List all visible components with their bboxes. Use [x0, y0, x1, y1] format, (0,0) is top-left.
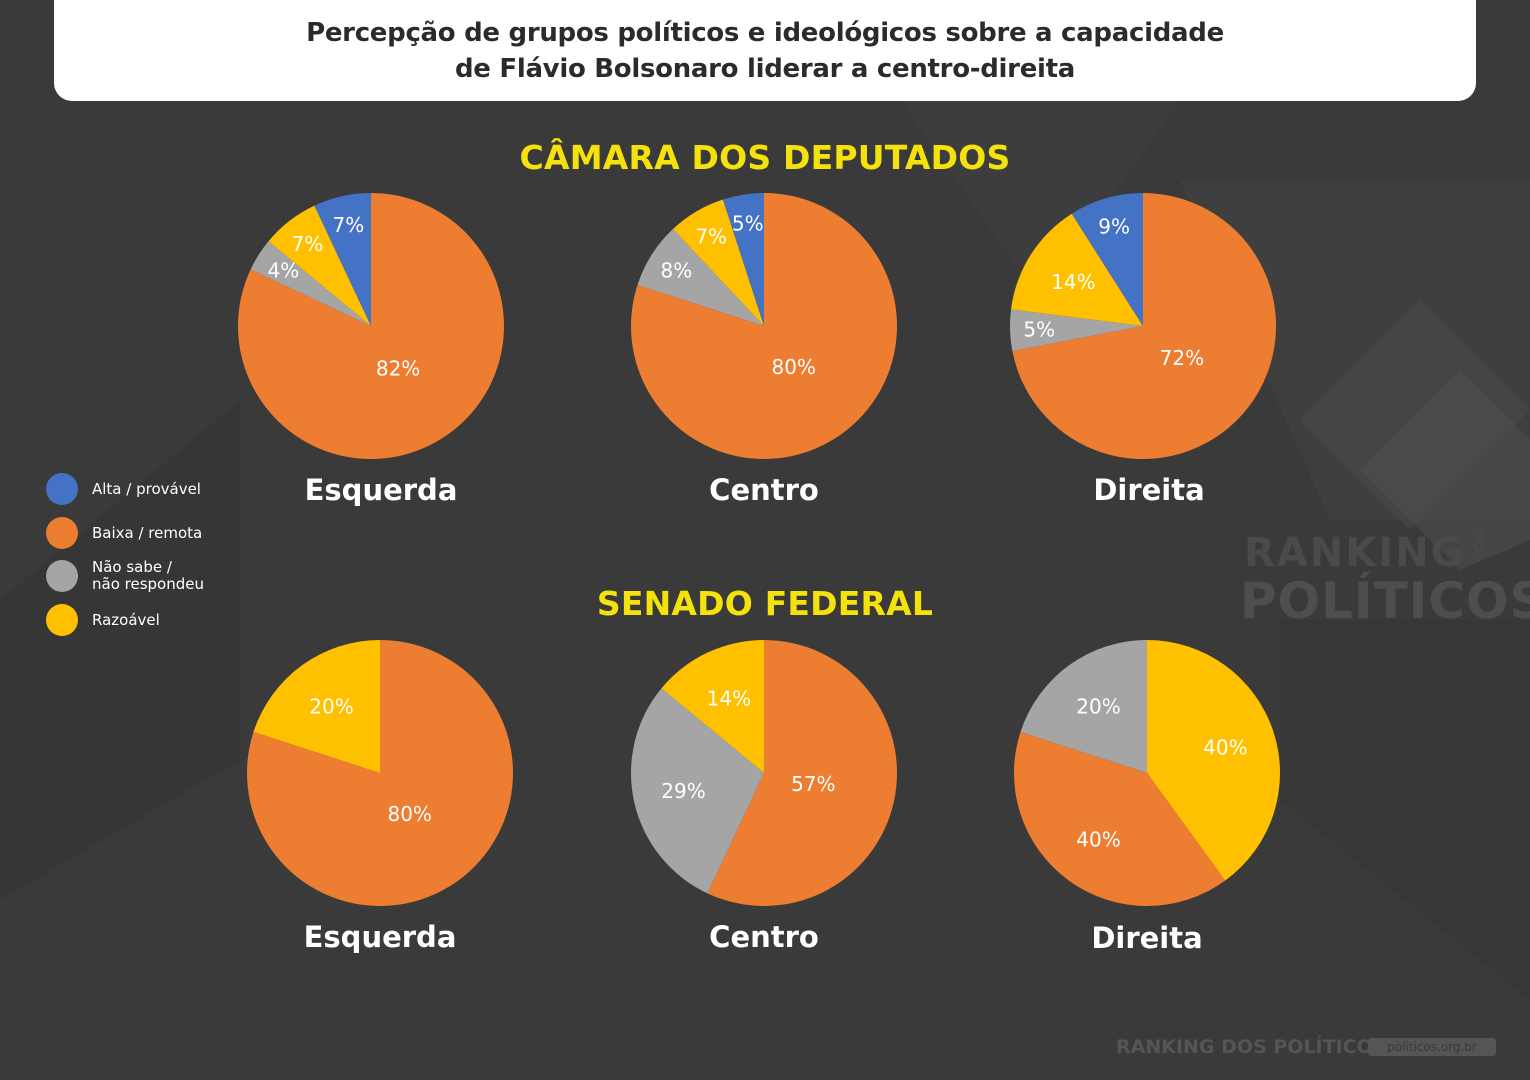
legend-swatch-nao-sabe [46, 560, 78, 592]
pie-data-label-razoavel: 7% [695, 225, 727, 249]
pie-slice-alta [314, 193, 371, 326]
pie-slice-alta [722, 193, 764, 326]
footer-logo: RANKING DOS POLÍTICOS [1116, 1036, 1387, 1058]
pie-chart-3: 80% 20% Esquerda [247, 640, 514, 954]
chart-title-line-1: Percepção de grupos políticos e ideológi… [306, 17, 1224, 48]
pie-title-centro: Centro [709, 473, 819, 507]
title-box: Percepção de grupos políticos e ideológi… [54, 0, 1476, 101]
section-title-camara: CÂMARA DOS DEPUTADOS [519, 138, 1011, 177]
pie-data-label-nao-sabe: 20% [1076, 694, 1120, 718]
pie-slice-baixa [1013, 731, 1226, 907]
pie-data-label-alta: 5% [732, 212, 764, 236]
pie-data-label-baixa: 82% [376, 357, 420, 381]
pie-chart-5: 40% 40% 20% Direita [1013, 640, 1281, 955]
section-title-senado: SENADO FEDERAL [596, 584, 934, 623]
pie-data-label-razoavel: 20% [309, 694, 353, 718]
pie-data-label-razoavel: 14% [707, 686, 751, 710]
pie-data-label-alta: 7% [333, 213, 365, 237]
pie-slice-baixa [247, 640, 514, 907]
pie-slice-razoavel [1011, 213, 1143, 326]
pie-data-label-baixa: 80% [387, 802, 431, 826]
watermark-politicos: POLÍTICOS [1240, 572, 1530, 630]
pie-data-label-baixa: 57% [791, 772, 835, 796]
pie-slice-nao-sabe [637, 229, 764, 326]
pie-data-label-baixa: 80% [771, 355, 815, 379]
pie-chart-1: 80% 8%7%5% Centro [631, 193, 898, 507]
chart-title-line-2: de Flávio Bolsonaro liderar a centro-dir… [454, 53, 1076, 84]
legend-swatch-baixa [46, 517, 78, 549]
pie-data-label-baixa: 40% [1076, 828, 1120, 852]
pie-title-esquerda: Esquerda [304, 920, 457, 954]
pie-slice-nao-sabe [630, 688, 764, 894]
pie-slice-nao-sabe [1020, 640, 1147, 773]
legend-label-baixa: Baixa / remota [92, 524, 203, 542]
pie-chart-4: 57% 29% 14% Centro [630, 640, 898, 954]
pie-data-label-nao-sabe: 8% [661, 258, 693, 282]
pie-data-label-razoavel: 7% [292, 232, 324, 256]
pie-data-label-nao-sabe: 4% [268, 258, 300, 282]
footer-site: politicos.org.br [1368, 1038, 1496, 1056]
pie-slice-baixa [1012, 193, 1277, 460]
legend-swatch-razoavel [46, 604, 78, 636]
legend-label-razoavel: Razoável [92, 611, 160, 629]
pie-slice-baixa [707, 640, 898, 906]
pie-data-label-razoavel: 40% [1203, 736, 1247, 760]
pie-title-centro: Centro [709, 920, 819, 954]
pie-slice-razoavel [661, 640, 764, 773]
pie-data-label-nao-sabe: 29% [661, 779, 705, 803]
watermark-ranking: RANKING [1244, 530, 1466, 576]
pie-title-direita: Direita [1093, 473, 1204, 507]
pie-slice-nao-sabe [1010, 309, 1143, 351]
pie-data-label-baixa: 72% [1160, 346, 1204, 370]
pie-slice-alta [1071, 193, 1143, 326]
pie-data-label-razoavel: 14% [1051, 270, 1095, 294]
pie-title-direita: Direita [1091, 921, 1202, 955]
legend-swatch-alta [46, 473, 78, 505]
legend-label-alta: Alta / provável [92, 480, 201, 498]
pie-slice-baixa [631, 193, 898, 459]
pie-slice-nao-sabe [250, 241, 371, 326]
pie-slice-razoavel [268, 205, 371, 326]
pie-slice-razoavel [1147, 640, 1281, 881]
pie-chart-0: 82%4%7%7%Esquerda [238, 193, 505, 507]
pie-slice-razoavel [253, 640, 380, 773]
pie-slice-razoavel [672, 199, 764, 326]
watermark-dos: DOS [1470, 530, 1485, 562]
pie-data-label-nao-sabe: 5% [1023, 317, 1055, 341]
pie-slice-baixa [238, 193, 505, 459]
legend-label-nao-sabe: Não sabe / não respondeu [92, 558, 204, 593]
pie-chart-2: 72% 5% 14% 9% Direita [1010, 193, 1277, 507]
pie-title-esquerda: Esquerda [305, 473, 458, 507]
pie-data-label-alta: 9% [1098, 214, 1130, 238]
